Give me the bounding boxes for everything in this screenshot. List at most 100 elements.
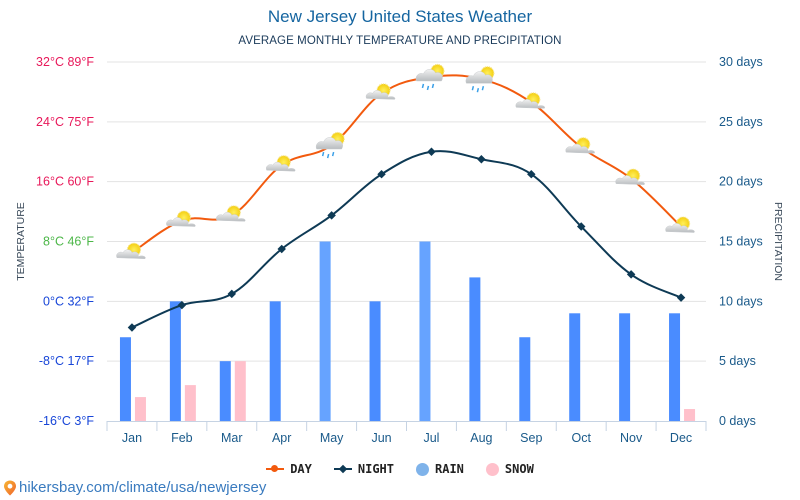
- cloud-shape: [266, 161, 296, 172]
- rain-bar: [169, 301, 181, 421]
- night-point: [626, 270, 636, 279]
- x-tick-label: Jan: [122, 431, 142, 445]
- partly-cloudy-icon: [665, 216, 695, 233]
- night-point: [227, 289, 237, 299]
- rain-sun-icon: [415, 63, 445, 91]
- raindrop: [481, 86, 485, 91]
- x-tick-label: Feb: [171, 431, 193, 445]
- partly-cloudy-icon: [365, 83, 396, 100]
- cloud-shape: [615, 175, 645, 185]
- day-temperature-line: [131, 74, 682, 254]
- partly-cloudy-icon: [565, 137, 595, 154]
- night-point: [127, 323, 137, 332]
- x-tick-label: Apr: [272, 431, 291, 445]
- legend-label-rain: RAIN: [435, 462, 464, 476]
- right-tick-label: 10 days: [719, 294, 763, 308]
- night-point: [327, 211, 336, 220]
- right-tick-label: 20 days: [719, 175, 763, 189]
- rain-bar: [319, 241, 331, 421]
- legend-item-night[interactable]: NIGHT: [333, 462, 394, 476]
- snow-bar: [134, 397, 146, 421]
- x-tick-label: Dec: [670, 431, 692, 445]
- raindrop: [321, 151, 325, 157]
- night-point: [477, 154, 486, 164]
- chart-subtitle: AVERAGE MONTHLY TEMPERATURE AND PRECIPIT…: [238, 35, 562, 47]
- snow-dot-icon: [485, 462, 499, 476]
- x-tick-label: Jun: [371, 431, 391, 445]
- x-tick-label: Mar: [221, 431, 243, 445]
- rain-bar: [669, 313, 681, 421]
- left-tick-label: -8°C 17°F: [39, 354, 95, 368]
- legend-item-rain[interactable]: RAIN: [416, 462, 464, 476]
- right-tick-label: 30 days: [719, 55, 763, 69]
- cloud-shape: [216, 212, 246, 222]
- x-tick-label: Aug: [470, 431, 492, 445]
- rain-bar: [569, 313, 581, 421]
- rain-bar: [519, 337, 531, 421]
- location-pin-icon: [4, 480, 16, 495]
- x-tick-label: Oct: [571, 431, 591, 445]
- cloud-shape: [365, 90, 396, 100]
- cloud-shape: [465, 71, 493, 84]
- left-axis-title: TEMPERATURE: [15, 202, 27, 281]
- partly-cloudy-icon: [116, 242, 146, 259]
- grid-lines: [107, 61, 706, 362]
- right-tick-label: 5 days: [719, 354, 756, 368]
- legend-label-night: NIGHT: [357, 462, 394, 476]
- snow-bar: [184, 385, 196, 421]
- snow-bar: [234, 361, 246, 421]
- chart-title: New Jersey United States Weather: [267, 7, 533, 26]
- cloud-shape: [415, 69, 443, 82]
- source-link[interactable]: hikersbay.com/climate/usa/newjersey: [3, 479, 266, 496]
- snow-bar: [684, 409, 696, 421]
- legend-item-day[interactable]: DAY: [266, 462, 312, 476]
- rain-bar: [619, 313, 631, 421]
- x-tick-label: May: [320, 431, 344, 445]
- right-axis-title: PRECIPITATION: [772, 202, 784, 281]
- left-tick-label: 0°C 32°F: [43, 294, 94, 308]
- rain-bar: [469, 277, 481, 421]
- rain-bar: [219, 361, 231, 421]
- cloud-shape: [166, 217, 196, 227]
- left-tick-label: 8°C 46°F: [43, 235, 94, 249]
- partly-cloudy-icon: [266, 155, 296, 172]
- x-tick-label: Jul: [423, 431, 439, 445]
- rain-bar: [269, 301, 281, 421]
- cloud-shape: [515, 99, 545, 109]
- night-point: [676, 293, 686, 302]
- rain-dot-icon: [416, 462, 429, 476]
- right-tick-label: 25 days: [719, 115, 763, 129]
- weather-icons: [116, 63, 695, 259]
- raindrop: [326, 153, 330, 159]
- night-point: [277, 244, 286, 254]
- precipitation-bars: [119, 241, 696, 421]
- raindrop: [471, 86, 475, 91]
- raindrop: [331, 151, 335, 157]
- night-point: [377, 169, 386, 179]
- source-url: hikersbay.com/climate/usa/newjersey: [19, 479, 267, 496]
- cloud-shape: [665, 223, 695, 233]
- legend: DAY NIGHT RAIN SNOW: [0, 462, 800, 476]
- x-tick-label: Sep: [520, 431, 542, 445]
- raindrop: [426, 85, 430, 91]
- raindrop: [476, 88, 480, 93]
- cloud-shape: [315, 137, 343, 150]
- raindrop: [431, 83, 435, 89]
- axes: 32°C 89°F 24°C 75°F 16°C 60°F 8°C 46°F 0°C 3…: [15, 55, 784, 445]
- left-tick-label: 24°C 75°F: [36, 115, 94, 129]
- legend-item-snow[interactable]: SNOW: [485, 462, 534, 476]
- rain-bar: [119, 337, 131, 421]
- day-line-icon: [266, 464, 285, 474]
- night-point: [177, 300, 187, 310]
- legend-label-day: DAY: [290, 462, 312, 476]
- partly-cloudy-icon: [166, 210, 196, 227]
- rain-bar: [419, 241, 431, 421]
- partly-cloudy-icon: [515, 92, 545, 109]
- rain-sun-icon: [465, 66, 495, 93]
- left-tick-label: 16°C 60°F: [36, 175, 94, 189]
- left-tick-label: -16°C 3°F: [39, 414, 95, 428]
- rain-sun-icon: [315, 131, 345, 159]
- night-point: [427, 147, 436, 156]
- temperature-lines: [127, 74, 686, 332]
